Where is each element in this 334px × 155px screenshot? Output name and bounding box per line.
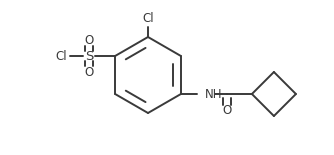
- Text: O: O: [222, 104, 231, 117]
- Text: O: O: [85, 66, 94, 78]
- Text: Cl: Cl: [55, 49, 67, 62]
- Text: Cl: Cl: [142, 13, 154, 26]
- Text: O: O: [85, 33, 94, 46]
- Text: S: S: [85, 49, 93, 62]
- Text: NH: NH: [205, 88, 222, 100]
